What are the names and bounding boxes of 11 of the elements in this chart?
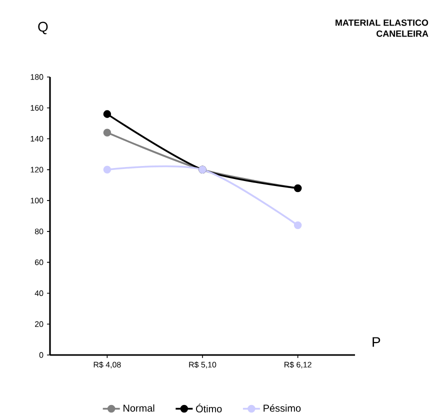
point (103, 110, 112, 118)
x-axis-title: P (372, 337, 380, 347)
point (103, 166, 112, 174)
text: CANELEIRA (376, 30, 428, 37)
legend-label: Normal (124, 404, 154, 412)
y-axis-title: Q (38, 22, 48, 34)
legend-label: Ótimo (196, 404, 222, 412)
point (103, 128, 112, 136)
text: MATERIAL ELASTICO (336, 20, 428, 26)
point (294, 221, 302, 230)
legend-label: Péssimo (264, 404, 301, 412)
